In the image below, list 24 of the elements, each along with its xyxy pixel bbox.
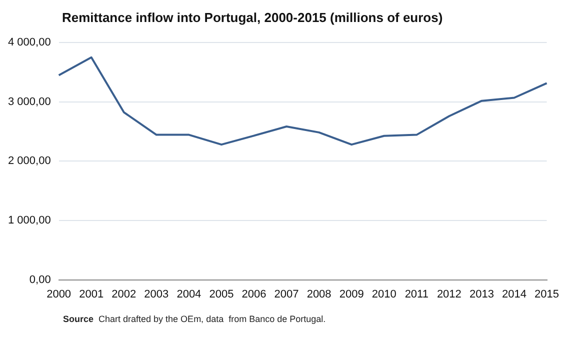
y-tick-label: 2 000,00 (8, 155, 51, 168)
x-tick-label: 2000 (46, 288, 72, 300)
x-tick-label: 2006 (242, 288, 266, 300)
x-tick-label: 2008 (306, 288, 332, 300)
x-tick-label: 2014 (502, 288, 526, 300)
x-tick-label: 2015 (534, 288, 560, 300)
x-tick-label: 2001 (79, 288, 104, 300)
x-tick-label: 2010 (372, 288, 396, 300)
x-tick-label: 2005 (209, 288, 234, 300)
chart-title: Remittance inflow into Portugal, 2000-2015 (millions of euros) (62, 10, 443, 25)
x-tick-label: 2003 (144, 288, 169, 300)
x-tick-label: 2002 (112, 288, 136, 300)
y-tick-label: 4 000,00 (8, 36, 51, 49)
x-tick-label: 2013 (469, 288, 494, 300)
x-tick-label: 2012 (436, 288, 462, 300)
text: Source (63, 314, 94, 324)
x-tick-label: 2011 (404, 288, 428, 300)
y-tick-label: 0,00 (29, 274, 51, 286)
text: Chart drafted by the OEm, data from Banco de Portugal. (98, 314, 326, 324)
x-tick-label: 2004 (176, 288, 202, 300)
y-tick-label: 1 000,00 (8, 214, 51, 227)
x-tick-label: 2007 (274, 288, 299, 300)
x-tick-label: 2009 (339, 288, 364, 300)
y-tick-label: 3 000,00 (8, 96, 51, 108)
